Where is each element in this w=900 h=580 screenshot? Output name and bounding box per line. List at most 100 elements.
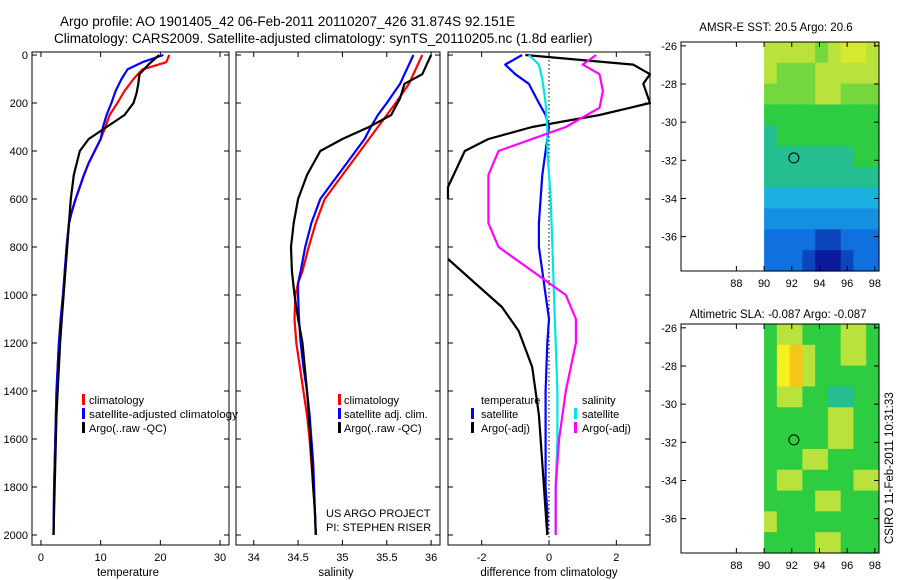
heatmap-cell (764, 83, 778, 106)
heatmap-cell (776, 62, 791, 85)
x-axis-label: difference from climatology (480, 567, 617, 579)
y-tick-label: 1800 (4, 482, 28, 494)
heatmap-cell (789, 511, 803, 533)
heatmap-cell (764, 428, 778, 450)
heatmap-cell (802, 386, 816, 408)
x-tick-label: 34 (248, 552, 260, 564)
heatmap-cell (789, 365, 803, 388)
legend: climatology satellite adj. clim. Argo(..… (338, 394, 428, 435)
heatmap-cell (776, 250, 791, 272)
heatmap-cell (776, 428, 791, 450)
x-axis-label: salinity (318, 567, 353, 579)
y-tick-label: 1400 (4, 386, 28, 398)
side-timestamp-label: CSIRO 11-Feb-2011 10:31:33 (884, 392, 896, 544)
heatmap-cell (840, 229, 855, 251)
x-tick-label: 34.5 (287, 552, 308, 564)
heatmap-cell (789, 42, 803, 64)
heatmap-cell (789, 469, 803, 492)
heatmap-cell (776, 511, 791, 533)
heatmap-cell (764, 448, 778, 471)
legend-label-temp-satellite: satellite (481, 409, 518, 421)
heatmap-cell (764, 469, 778, 492)
heatmap-cell (827, 104, 842, 126)
legend-label-climatology: climatology (344, 395, 400, 407)
legend-swatch-argo (338, 422, 341, 433)
heatmap-cell (827, 146, 842, 168)
heatmap-cell (853, 448, 867, 471)
heatmap-cell (789, 146, 803, 168)
x-tick-label: 35 (336, 552, 348, 564)
heatmap-cell (789, 229, 803, 251)
y-tick-label: 400 (10, 146, 28, 158)
heatmap-cell (815, 448, 829, 471)
legend-title-temperature: temperature (481, 395, 540, 407)
heatmap-cell (764, 250, 778, 272)
heatmap-cell (827, 344, 842, 367)
heatmap-cell (789, 187, 803, 210)
heatmap-cell (815, 386, 829, 408)
heatmap-cell (866, 386, 880, 408)
heatmap-cell (827, 166, 842, 189)
x-tick-label: 88 (730, 560, 742, 572)
series-line-argo-raw-qc- (52, 54, 160, 536)
heatmap-cell (840, 532, 855, 554)
heatmap-cell (776, 344, 791, 367)
heatmap-cell (776, 187, 791, 210)
salinity-profile-panel: 34 34.5 35 35.5 36 salinity climatology sate… (235, 51, 441, 579)
heatmap-cell (840, 62, 855, 85)
argo-location-marker (788, 434, 800, 446)
heatmap-cell (827, 407, 842, 429)
heatmap-cell (815, 146, 829, 168)
heatmap-cell (815, 428, 829, 450)
heatmap-cell (802, 187, 816, 210)
x-tick-label: 20 (154, 552, 166, 564)
y-tick-label: -28 (661, 361, 677, 373)
map-frame (680, 41, 880, 272)
legend-swatch-climatology (338, 394, 341, 405)
heatmap-cell (802, 490, 816, 512)
heatmap-cell (840, 104, 855, 126)
heatmap-cell (840, 469, 855, 492)
x-tick-label: 0 (38, 552, 44, 564)
heatmap-cell (853, 62, 867, 85)
heatmap-cell (866, 229, 880, 251)
legend-label-temp-argo: Argo(-adj) (481, 423, 530, 435)
heatmap-cell (789, 407, 803, 429)
heatmap-cell (853, 365, 867, 388)
heatmap-cell (802, 146, 816, 168)
heatmap-cell (853, 428, 867, 450)
heatmap-cell (815, 344, 829, 367)
heatmap-cell (866, 125, 880, 147)
series-lines (446, 53, 652, 536)
heatmap-cell (866, 532, 880, 554)
legend-swatch-temp-satellite (471, 408, 474, 419)
heatmap-cell (802, 250, 816, 272)
heatmap-cell (764, 490, 778, 512)
y-tick-label: 1200 (4, 338, 28, 350)
heatmap-cell (853, 229, 867, 251)
x-tick-label: 35.5 (376, 552, 397, 564)
heatmap-cell (802, 448, 816, 471)
heatmap-cell (840, 490, 855, 512)
difference-profile-panel: -2 0 2 difference from climatology tempera… (446, 51, 652, 579)
x-tick-label: 94 (813, 560, 825, 572)
heatmap-cell (802, 324, 816, 346)
plot-frame (31, 51, 230, 546)
heatmap-cell (866, 104, 880, 126)
heatmap-cell (866, 62, 880, 85)
x-tick-label: 88 (730, 278, 742, 290)
x-tick-label: 90 (758, 278, 770, 290)
y-tick-label: -32 (661, 155, 677, 167)
heatmap-cell (802, 469, 816, 492)
sst-map-panel: AMSR-E SST: 20.5 Argo: 20.6 88 90 92 94 96 98… (661, 22, 881, 290)
heatmap-cell (764, 166, 778, 189)
heatmap-cell (789, 250, 803, 272)
heatmap-cell (866, 448, 880, 471)
x-tick-label: 36 (425, 552, 437, 564)
heatmap-cell (776, 83, 791, 106)
heatmap-cell (853, 250, 867, 272)
heatmap-cell (789, 83, 803, 106)
heatmap-cell (802, 166, 816, 189)
heatmap-cell (764, 42, 778, 64)
